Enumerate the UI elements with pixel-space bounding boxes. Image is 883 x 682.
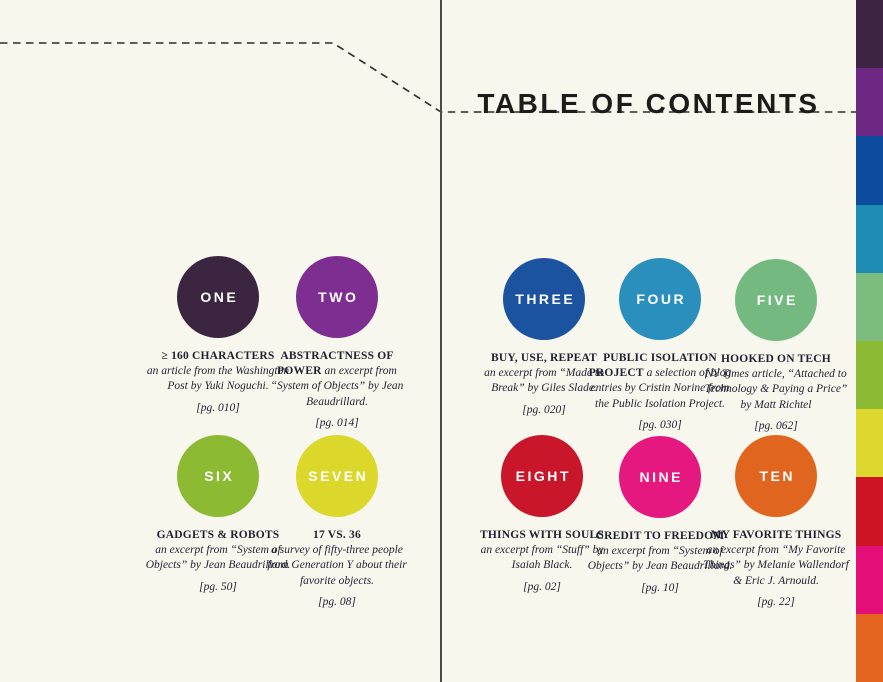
chapter-five: FIVE HOOKED ON TECH NY Times article, “A… [701, 259, 851, 432]
chapter-number-label: SIX [204, 468, 235, 484]
chapter-description: an excerpt from “My Favorite Things” by … [703, 544, 849, 587]
chapter-page-ref: [pg. 08] [318, 595, 356, 608]
chapter-two: TWO ABSTRACTNESS OF POWER an excerpt fro… [262, 256, 412, 429]
chapter-number-label: TEN [759, 468, 795, 484]
chapter-title: BUY, USE, REPEAT [490, 352, 598, 364]
page-title: TABLE OF CONTENTS [477, 87, 820, 119]
color-strip [856, 0, 883, 682]
chapter-description: an excerpt from “System of Objects” by J… [145, 544, 291, 572]
chapter-six: SIX GADGETS & ROBOTS an excerpt from “Sy… [143, 435, 293, 593]
strip-swatch-1 [856, 0, 883, 69]
chapter-number-label: FIVE [756, 292, 798, 308]
chapter-description: a survey of fifty-three people from Gene… [267, 544, 407, 587]
chapter-circle: ONE [177, 256, 259, 338]
strip-swatch-9 [856, 545, 883, 614]
chapter-number-label: EIGHT [515, 468, 571, 484]
chapter-title: CREDIT TO FREEDOM [595, 530, 725, 542]
chapter-description: an excerpt from “Stuff” by Isaiah Black. [480, 544, 604, 572]
chapter-circle: TWO [296, 256, 378, 338]
chapter-title: THINGS WITH SOULS [480, 529, 604, 541]
chapter-circle: TEN [735, 435, 817, 517]
chapter-page-ref: [pg. 50] [199, 580, 237, 593]
chapter-description: an article from the Washington Post by Y… [146, 365, 290, 393]
strip-swatch-4 [856, 204, 883, 273]
chapter-title: MY FAVORITE THINGS [710, 529, 842, 541]
page-gutter-divider [440, 0, 442, 682]
strip-swatch-8 [856, 477, 883, 546]
chapter-title: ≥ 160 CHARACTERS [161, 350, 275, 362]
chapter-three: THREE BUY, USE, REPEAT an excerpt from “… [469, 258, 619, 416]
chapter-title: PUBLIC ISOLATION PROJECT [588, 352, 717, 380]
chapter-number-label: ONE [200, 289, 239, 305]
chapter-title: GADGETS & ROBOTS [156, 529, 280, 541]
chapter-page-ref: [pg. 020] [522, 403, 566, 416]
chapter-number-label: TWO [318, 289, 359, 305]
chapter-circle: EIGHT [501, 435, 583, 517]
chapter-number-label: NINE [639, 469, 683, 485]
chapter-circle: FOUR [619, 258, 701, 340]
chapter-ten: TEN MY FAVORITE THINGS an excerpt from “… [701, 435, 851, 608]
chapter-circle: THREE [503, 258, 585, 340]
chapter-page-ref: [pg. 030] [638, 418, 682, 431]
chapter-page-ref: [pg. 010] [196, 401, 240, 414]
chapter-description: an excerpt from “System of Objects” by J… [270, 365, 404, 408]
chapter-eight: EIGHT THINGS WITH SOULS an excerpt from … [467, 435, 617, 593]
chapter-number-label: THREE [515, 291, 576, 307]
strip-swatch-3 [856, 136, 883, 205]
strip-swatch-7 [856, 409, 883, 478]
chapter-one: ONE ≥ 160 CHARACTERS an article from the… [143, 256, 293, 414]
chapter-page-ref: [pg. 22] [757, 595, 795, 608]
strip-swatch-10 [856, 613, 883, 682]
chapter-four: FOUR PUBLIC ISOLATION PROJECT a selectio… [585, 258, 735, 431]
chapter-number-label: SEVEN [308, 468, 369, 484]
chapter-number-label: FOUR [636, 291, 687, 307]
chapter-circle: SEVEN [296, 435, 378, 517]
chapter-circle: SIX [177, 435, 259, 517]
chapter-page-ref: [pg. 014] [315, 416, 359, 429]
strip-swatch-5 [856, 272, 883, 342]
chapter-circle: NINE [619, 436, 701, 518]
chapter-page-ref: [pg. 062] [754, 419, 798, 432]
chapter-title: 17 VS. 36 [313, 529, 361, 541]
chapter-nine: NINE CREDIT TO FREEDOM an excerpt from “… [585, 436, 735, 594]
chapter-title: ABSTRACTNESS OF POWER [277, 350, 394, 378]
chapter-description: NY Times article, “Attached to Technolog… [704, 368, 848, 411]
chapter-seven: SEVEN 17 VS. 36 a survey of fifty-three … [262, 435, 412, 608]
chapter-circle: FIVE [735, 259, 817, 341]
chapter-description: an excerpt from “System of Objects” by J… [587, 545, 733, 573]
chapter-description: a selection of blog entries by Cristin N… [590, 367, 732, 410]
chapter-page-ref: [pg. 10] [641, 581, 679, 594]
chapter-title: HOOKED ON TECH [721, 353, 831, 365]
strip-swatch-6 [856, 341, 883, 410]
chapter-description: an excerpt from “Made to Break” by Giles… [484, 367, 604, 395]
strip-swatch-2 [856, 68, 883, 137]
chapter-page-ref: [pg. 02] [523, 580, 561, 593]
